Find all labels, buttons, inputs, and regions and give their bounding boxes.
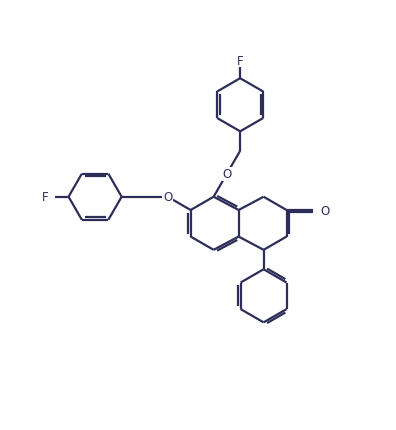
Text: O: O: [320, 204, 329, 217]
Text: O: O: [222, 168, 232, 181]
Text: O: O: [163, 191, 172, 204]
Text: F: F: [42, 191, 48, 204]
Text: F: F: [237, 55, 244, 68]
